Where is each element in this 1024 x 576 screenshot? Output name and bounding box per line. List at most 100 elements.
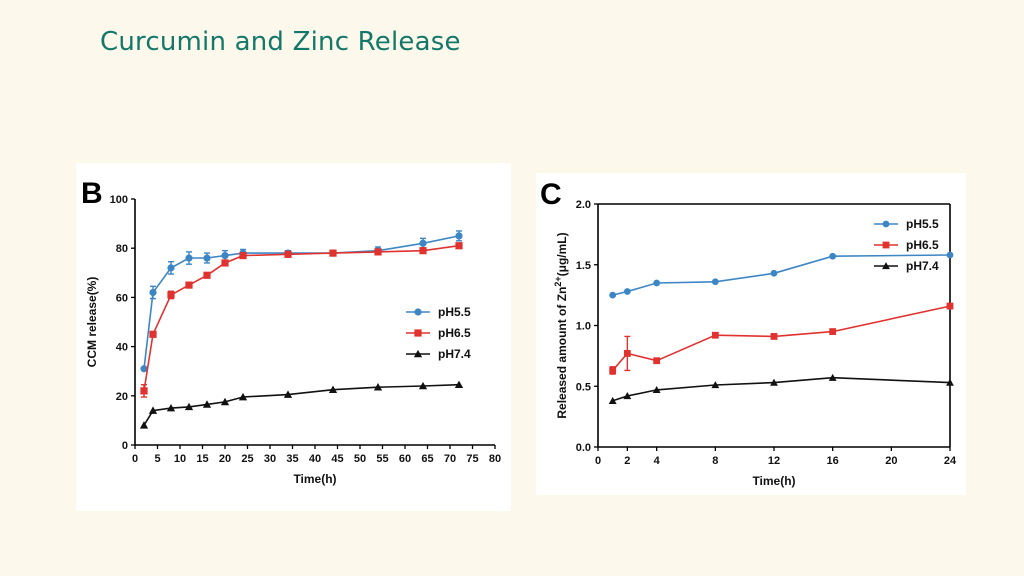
chart-panel-zinc-release: C 0 2 4 8 12 16 20 24 0.0 0.5 1.0 1.5 2.0 Time(h) Relea… (536, 173, 966, 495)
data-point-pH7.4 (139, 421, 149, 429)
series-line-pH6.5 (143, 244, 460, 392)
x-tick-label: 2 (624, 455, 630, 467)
x-tick-label: 25 (241, 453, 253, 465)
data-point-pH7.4 (148, 406, 158, 414)
data-point-pH5.5 (455, 232, 463, 240)
data-point-pH7.4 (418, 381, 428, 390)
data-point-pH5.5 (711, 278, 719, 286)
x-tick-label: 70 (444, 453, 456, 465)
x-tick-label: 45 (331, 453, 343, 465)
data-point-pH7.4 (770, 378, 778, 386)
data-point-pH5.5 (946, 251, 954, 259)
data-point-pH5.5 (140, 365, 148, 373)
data-point-pH6.5 (140, 387, 148, 395)
y-axis-title: Released amount of Zn2+(μg/mL) (553, 232, 569, 418)
data-point-pH5.5 (203, 254, 211, 262)
data-point-pH6.5 (185, 281, 193, 289)
legend-marker-pH7.4 (882, 262, 890, 270)
data-point-pH5.5 (149, 288, 157, 297)
data-point-pH5.5 (653, 279, 661, 287)
legend-marker-pH6.5 (882, 241, 890, 249)
x-tick-label: 35 (286, 453, 298, 465)
data-point-pH6.5 (455, 242, 463, 250)
data-point-pH6.5 (149, 330, 157, 338)
legend-label-pH5.5: pH5.5 (906, 217, 939, 231)
data-point-pH6.5 (167, 291, 175, 299)
data-point-pH6.5 (329, 249, 337, 257)
data-point-pH6.5 (711, 331, 719, 339)
x-tick-label: 4 (654, 455, 661, 467)
series-line-pH7.4 (612, 376, 951, 402)
data-point-pH6.5 (221, 259, 229, 267)
legend-label-pH6.5: pH6.5 (906, 238, 939, 252)
x-tick-label: 75 (466, 453, 478, 465)
data-point-pH7.4 (202, 400, 212, 408)
data-point-pH5.5 (167, 264, 175, 272)
x-tick-label: 50 (354, 453, 366, 465)
x-tick-label: 16 (827, 455, 839, 467)
data-point-pH7.4 (328, 385, 338, 393)
y-tick-label: 40 (116, 342, 128, 354)
data-point-pH7.4 (828, 373, 837, 381)
panel-label: B (81, 177, 103, 210)
data-point-pH5.5 (221, 251, 229, 260)
y-tick-label: 60 (116, 292, 128, 304)
x-tick-label: 8 (712, 455, 718, 467)
y-tick-label: 1.0 (576, 321, 591, 333)
data-point-pH7.4 (166, 403, 176, 412)
x-tick-label: 80 (489, 453, 501, 465)
ccm-release-chart: B 0 5 10 15 20 25 30 35 40 45 50 55 60 65 70 75 80 0 20 40 60… (81, 177, 501, 486)
x-tick-label: 40 (309, 453, 321, 465)
data-point-pH7.4 (608, 396, 617, 404)
x-tick-label: 20 (219, 453, 231, 465)
x-axis-title: Time(h) (293, 472, 336, 486)
legend-label-pH7.4: pH7.4 (906, 259, 939, 273)
x-tick-label: 65 (421, 453, 433, 465)
series-line-pH7.4 (143, 383, 460, 426)
series-line-pH5.5 (143, 235, 460, 369)
data-point-pH7.4 (652, 385, 661, 394)
data-point-pH7.4 (238, 392, 248, 401)
x-tick-label: 60 (399, 453, 411, 465)
legend-label-pH6.5: pH6.5 (438, 326, 471, 340)
data-point-pH6.5 (623, 350, 631, 357)
legend-marker-pH7.4 (413, 349, 423, 358)
x-tick-label: 20 (885, 455, 897, 467)
legend-label-pH7.4: pH7.4 (438, 347, 471, 361)
x-tick-label: 0 (595, 455, 601, 467)
x-tick-label: 55 (376, 453, 388, 465)
data-point-pH6.5 (239, 251, 247, 260)
data-point-pH5.5 (185, 254, 193, 262)
data-point-pH6.5 (609, 367, 617, 374)
data-point-pH6.5 (770, 333, 778, 340)
y-tick-label: 1.5 (576, 260, 591, 272)
data-point-pH7.4 (623, 392, 632, 400)
y-tick-label: 0.0 (576, 442, 591, 454)
data-point-pH6.5 (653, 357, 661, 365)
data-point-pH5.5 (829, 252, 837, 260)
data-point-pH7.4 (711, 381, 720, 389)
legend-marker-pH5.5 (882, 220, 890, 228)
x-tick-label: 15 (196, 453, 208, 465)
zinc-release-chart: C0 2 4 8 12 16 20 240.00.51.01.52.0Time(h)Relea… (540, 178, 957, 488)
x-tick-label: 24 (944, 455, 957, 467)
data-point-pH7.4 (946, 378, 954, 386)
x-tick-label: 12 (768, 455, 780, 467)
x-tick-label: 30 (264, 453, 276, 465)
legend-marker-pH6.5 (414, 329, 422, 337)
data-point-pH7.4 (283, 390, 293, 398)
data-point-pH5.5 (770, 269, 778, 277)
y-tick-label: 2.0 (576, 199, 591, 211)
data-point-pH7.4 (373, 383, 383, 391)
y-tick-label: 0.5 (576, 381, 591, 393)
data-point-pH6.5 (829, 328, 837, 335)
y-tick-label: 80 (116, 243, 128, 255)
y-tick-label: 0 (122, 440, 128, 452)
x-axis-title: Time(h) (752, 474, 795, 488)
y-tick-label: 100 (110, 194, 128, 206)
legend-marker-pH5.5 (414, 308, 422, 316)
slide-title: Curcumin and Zinc Release (100, 27, 461, 57)
y-tick-label: 20 (116, 391, 128, 403)
x-tick-label: 5 (154, 453, 160, 465)
data-point-pH5.5 (623, 288, 631, 295)
